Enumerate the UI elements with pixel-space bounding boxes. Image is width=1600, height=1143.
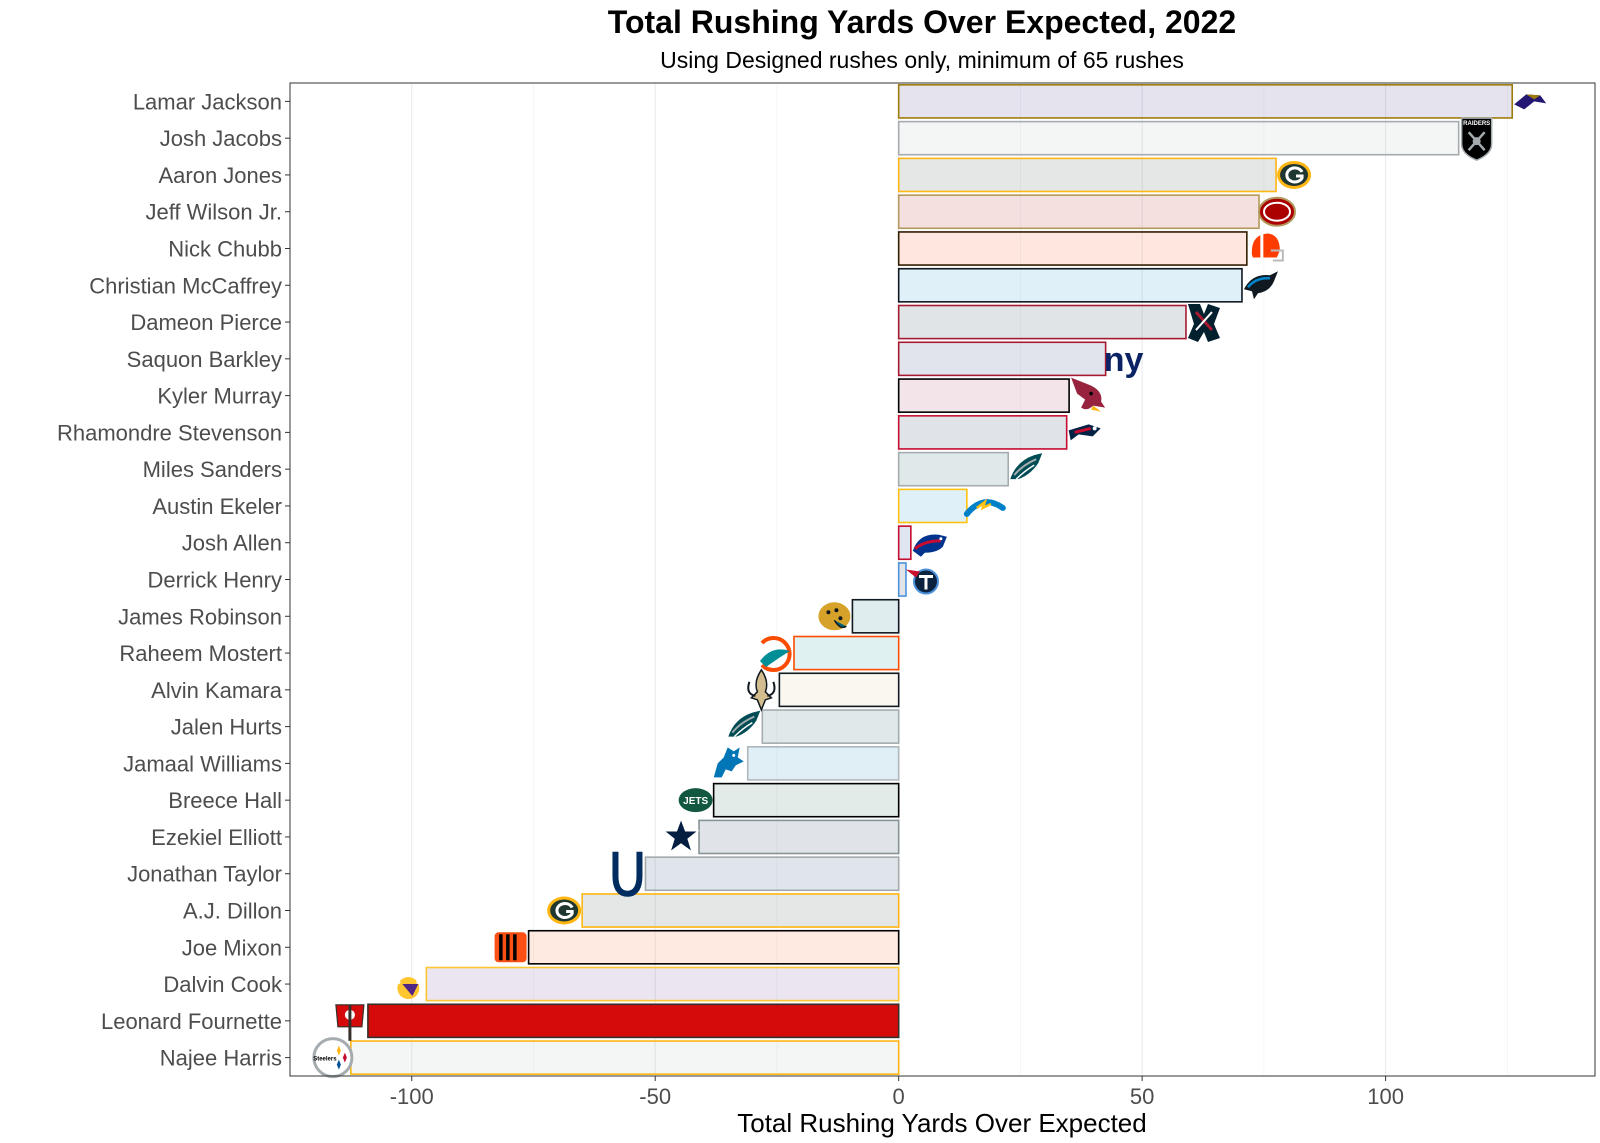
bar: [367, 1003, 900, 1039]
bills-logo-icon: [912, 534, 947, 557]
cardinals-logo-icon: [1071, 377, 1106, 412]
x-tick-label: -50: [639, 1084, 671, 1109]
y-tick-label: Austin Ekeler: [152, 494, 282, 519]
bengals-logo-icon: [494, 932, 527, 963]
x-tick-label: -100: [390, 1084, 434, 1109]
bar: [778, 672, 900, 708]
y-tick-label: Dalvin Cook: [163, 972, 283, 997]
chart-subtitle: Using Designed rushes only, minimum of 6…: [660, 47, 1184, 73]
svg-text:JETS: JETS: [683, 796, 708, 807]
bar: [581, 893, 900, 928]
x-tick-label: 50: [1130, 1084, 1154, 1109]
y-tick-label: Nick Chubb: [168, 237, 282, 262]
packers-logo-icon: [547, 896, 582, 925]
y-tick-label: Dameon Pierce: [130, 310, 282, 335]
bars-group: [350, 84, 1514, 1075]
buccaneers-logo-icon: [335, 1004, 365, 1041]
y-tick-label: Saquon Barkley: [127, 347, 282, 372]
y-tick-label: Joe Mixon: [182, 935, 282, 960]
bar: [793, 635, 900, 671]
jaguars-logo-icon: [818, 602, 851, 631]
bar: [897, 267, 1243, 303]
team-logos-group: RAIDERS ny JETS Steelers: [312, 94, 1547, 1079]
raiders-logo-icon: RAIDERS: [1460, 117, 1493, 161]
bar: [897, 194, 1260, 230]
browns-logo-icon: [1251, 233, 1284, 262]
dolphins-logo-icon: [759, 636, 792, 673]
packers-logo-icon: [1277, 160, 1312, 189]
y-tick-label: Derrick Henry: [148, 568, 282, 593]
lions-logo-icon: [713, 747, 744, 778]
y-tick-label: A.J. Dillon: [183, 899, 282, 924]
bar: [897, 231, 1248, 266]
vikings-logo-icon: [392, 958, 425, 1000]
eagles-logo-icon: [728, 710, 761, 738]
y-tick-label: Jamaal Williams: [123, 751, 282, 776]
chargers-logo-icon: [963, 498, 1006, 517]
bar: [897, 488, 968, 524]
steelers-logo-icon: Steelers: [312, 1037, 354, 1079]
bar: [425, 966, 900, 1002]
y-tick-label: Rhamondre Stevenson: [57, 420, 282, 445]
bar: [698, 819, 900, 855]
bar: [761, 709, 900, 744]
bar: [897, 562, 907, 597]
y-tick-label: Josh Jacobs: [160, 126, 282, 151]
bar: [746, 746, 900, 781]
y-tick-label: James Robinson: [118, 604, 282, 629]
bar: [350, 1040, 900, 1075]
y-tick-label: Miles Sanders: [143, 457, 282, 482]
cowboys-logo-icon: [662, 817, 700, 854]
y-tick-label: Alvin Kamara: [151, 678, 283, 703]
y-tick-label: Jalen Hurts: [171, 715, 282, 740]
y-tick-label: Leonard Fournette: [101, 1009, 282, 1034]
bar: [897, 157, 1277, 193]
ravens-logo-icon: [1514, 94, 1547, 110]
bar: [897, 304, 1187, 340]
bar: [897, 84, 1514, 119]
x-tick-label: 0: [893, 1084, 905, 1109]
giants-logo-icon: ny: [1104, 341, 1144, 379]
jets-logo-icon: JETS: [678, 788, 713, 813]
y-axis: Lamar Jackson Josh Jacobs Aaron Jones Jeff …: [57, 89, 290, 1071]
bar: [897, 378, 1070, 413]
x-axis: -100 -50 0 50 100: [390, 1076, 1404, 1109]
saints-logo-icon: [747, 668, 776, 712]
y-tick-label: Christian McCaffrey: [89, 273, 282, 298]
y-tick-label: Kyler Murray: [157, 384, 282, 409]
bar: [644, 856, 900, 892]
y-tick-label: Jonathan Taylor: [127, 862, 282, 887]
49ers-logo-icon: [1258, 196, 1297, 227]
bar: [897, 451, 1010, 487]
bar: [897, 415, 1068, 450]
bar: [897, 525, 912, 561]
texans-logo-icon: [1187, 304, 1220, 343]
y-tick-label: Raheem Mostert: [119, 641, 282, 666]
titans-logo-icon: [905, 568, 939, 595]
y-tick-label: Lamar Jackson: [133, 89, 282, 114]
patriots-logo-icon: [1068, 424, 1101, 441]
bar: [712, 782, 900, 818]
y-tick-label: Jeff Wilson Jr.: [145, 200, 282, 225]
chart-title: Total Rushing Yards Over Expected, 2022: [608, 4, 1236, 40]
svg-text:ny: ny: [1104, 341, 1144, 379]
bar: [897, 120, 1460, 156]
y-tick-label: Breece Hall: [168, 788, 282, 813]
panthers-logo-icon: [1243, 271, 1278, 300]
bar: [897, 341, 1107, 377]
y-tick-label: Najee Harris: [160, 1046, 282, 1071]
y-tick-label: Aaron Jones: [158, 163, 282, 188]
x-axis-title: Total Rushing Yards Over Expected: [737, 1108, 1146, 1138]
eagles-logo-icon: [1010, 453, 1043, 480]
svg-text:RAIDERS: RAIDERS: [1463, 121, 1490, 127]
bar: [851, 598, 900, 634]
y-tick-label: Josh Allen: [182, 531, 282, 556]
x-tick-label: 100: [1367, 1084, 1404, 1109]
svg-text:Steelers: Steelers: [313, 1057, 337, 1063]
y-tick-label: Ezekiel Elliott: [151, 825, 282, 850]
colts-logo-icon: [612, 851, 643, 897]
bar: [527, 929, 900, 965]
